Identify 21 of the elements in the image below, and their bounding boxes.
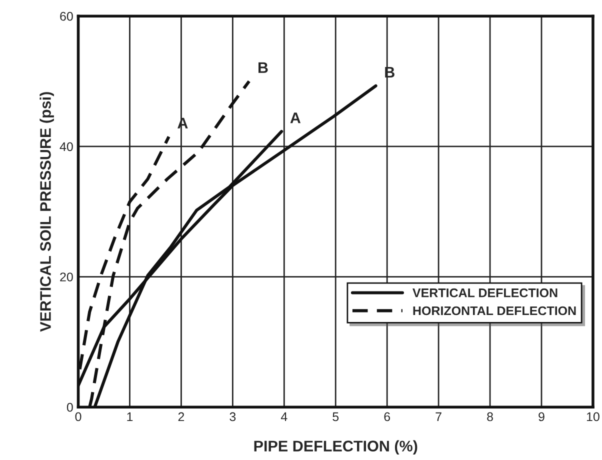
- x-tick-label: 10: [586, 412, 600, 422]
- x-tick-label: 8: [487, 412, 493, 422]
- x-tick-label: 1: [127, 412, 133, 422]
- x-tick-label: 4: [280, 412, 288, 422]
- annotation: A: [290, 112, 301, 124]
- y-tick-label: 60: [60, 12, 73, 21]
- y-tick-label: 20: [60, 272, 73, 282]
- y-axis-title: VERTICAL SOIL PRESSURE (psi): [40, 92, 54, 332]
- x-axis-title: PIPE DEFLECTION (%): [254, 440, 418, 455]
- annotation: B: [258, 62, 268, 73]
- y-tick-label: 40: [60, 142, 73, 152]
- x-tick-label: 9: [538, 412, 544, 422]
- legend-label: HORIZONTAL DEFLECTION: [413, 306, 576, 316]
- x-tick-label: 3: [230, 412, 236, 422]
- y-tick-label: 0: [66, 402, 73, 412]
- x-tick-label: 6: [384, 412, 390, 422]
- legend-label: VERTICAL DEFLECTION: [412, 288, 558, 298]
- x-tick-label: 5: [332, 412, 339, 422]
- x-tick-label: 2: [178, 412, 184, 422]
- x-tick-label: 7: [436, 412, 442, 422]
- x-tick-label: 0: [75, 412, 82, 422]
